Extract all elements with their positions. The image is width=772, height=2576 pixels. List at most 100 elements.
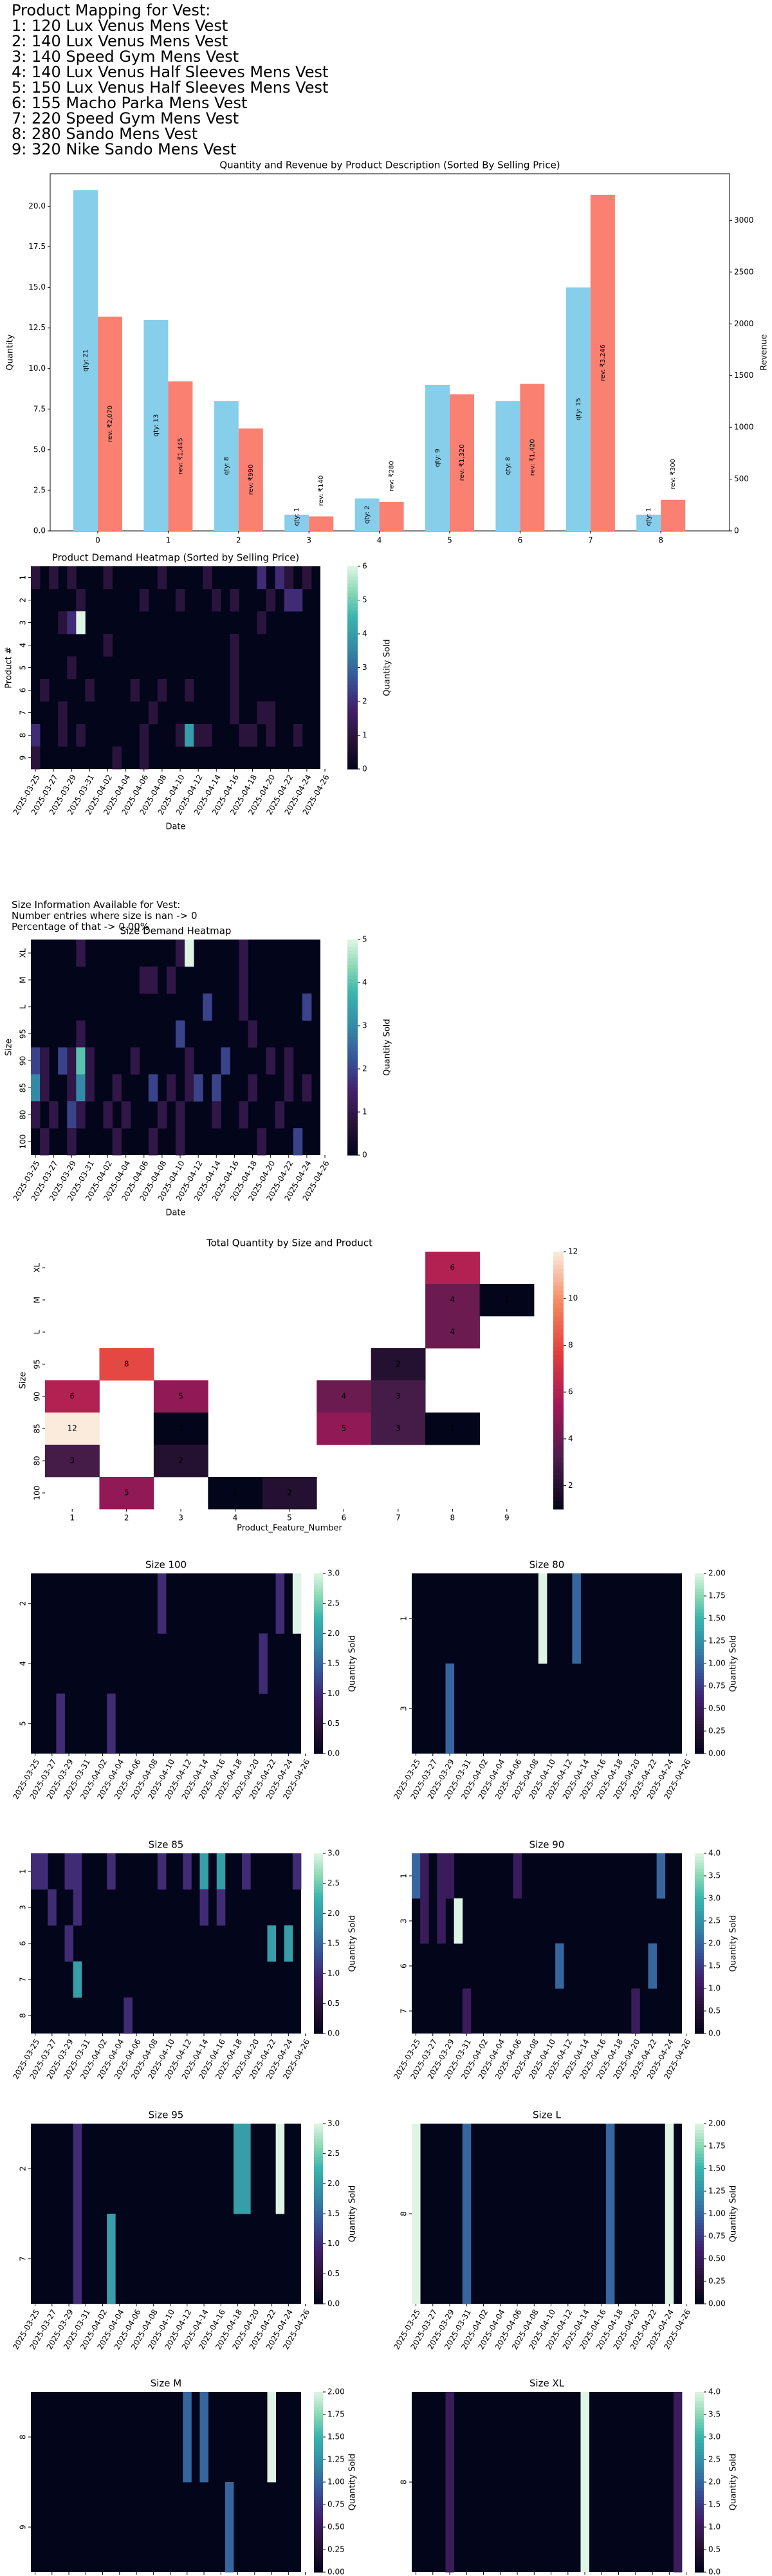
colorbar-segment: [314, 2124, 323, 2127]
colorbar-segment: [314, 2138, 323, 2142]
cell-value-label: 2: [287, 1488, 292, 1497]
colorbar-segment: [695, 2554, 704, 2558]
y-tick-label: M: [33, 1297, 42, 1303]
colorbar-segment: [314, 1895, 323, 1899]
colorbar-segment: [314, 1925, 323, 1929]
colorbar-segment: [314, 1709, 323, 1712]
heatmap-cell: [293, 589, 303, 612]
colorbar-segment: [347, 627, 358, 631]
colorbar-segment: [695, 2401, 704, 2405]
colorbar-segment: [695, 1883, 704, 1887]
colorbar-segment: [314, 1892, 323, 1896]
heatmap-cell: [259, 1633, 268, 1694]
colorbar-tick-label: 10: [568, 1293, 578, 1302]
colorbar: 2 4 6 8 10 12: [553, 1247, 578, 1510]
y-tick-label: XL: [19, 948, 28, 958]
heatmap-cell: [293, 1128, 303, 1156]
colorbar-segment: [695, 1862, 704, 1866]
colorbar-segment: [314, 1720, 323, 1724]
colorbar-segment: [347, 1047, 358, 1052]
colorbar-segment: [347, 954, 358, 958]
colorbar-segment: [314, 1651, 323, 1655]
colorbar-segment: [695, 1925, 704, 1929]
heatmap-cell: [555, 1943, 564, 1989]
colorbar-segment: [314, 2201, 323, 2205]
colorbar-segment: [347, 1097, 358, 1102]
heatmap-cell: [462, 2124, 472, 2304]
colorbar-segment: [314, 2198, 323, 2202]
colorbar-segment: [695, 2277, 704, 2281]
colorbar-segment: [695, 1895, 704, 1899]
colorbar-segment: [695, 2452, 704, 2456]
colorbar-segment: [347, 725, 358, 729]
colorbar-segment: [695, 2506, 704, 2510]
colorbar-segment: [695, 2533, 704, 2537]
y-tick-label: 15.0: [28, 283, 46, 292]
colorbar-segment: [314, 2286, 323, 2290]
heatmap-cell: [605, 2124, 615, 2304]
colorbar-segment: [314, 2144, 323, 2148]
colorbar-segment: [314, 1579, 323, 1583]
y-tick-label: 2.5: [33, 485, 46, 494]
colorbar-segment: [347, 765, 358, 770]
colorbar-segment: [314, 1666, 323, 1670]
x-axis-label: Product_Feature_Number: [237, 1524, 342, 1534]
colorbar-segment: [553, 1371, 564, 1376]
heatmap-cell: [284, 1925, 293, 1962]
heatmap-cell: [371, 1348, 426, 1381]
colorbar-segment: [314, 2229, 323, 2232]
colorbar-segment: [347, 972, 358, 976]
colorbar-segment: [347, 671, 358, 675]
colorbar-segment: [314, 2288, 323, 2292]
colorbar-segment: [695, 1732, 704, 1736]
colorbar-segment: [695, 2259, 704, 2263]
colorbar-segment: [695, 2165, 704, 2169]
heatmap-cell: [212, 589, 221, 612]
colorbar-segment: [347, 647, 358, 651]
colorbar-segment: [347, 698, 358, 702]
colorbar-segment: [695, 2482, 704, 2486]
heatmap-cell: [148, 1128, 158, 1156]
heatmap-cell: [58, 1047, 68, 1075]
colorbar-segment: [695, 2147, 704, 2151]
colorbar-segment: [314, 1901, 323, 1905]
colorbar-segment: [347, 1069, 358, 1073]
colorbar-segment: [695, 1738, 704, 1742]
colorbar-segment: [347, 745, 358, 750]
colorbar-segment: [347, 597, 358, 601]
colorbar-segment: [695, 1651, 704, 1655]
size-info: Size Information Available for Vest: Num…: [12, 900, 198, 932]
colorbar-segment: [314, 2259, 323, 2263]
heatmap-cell: [420, 1898, 429, 1944]
colorbar-segment: [314, 2135, 323, 2139]
colorbar-segment: [314, 2506, 323, 2510]
colorbar-segment: [347, 607, 358, 611]
heatmap-cell: [76, 1047, 86, 1075]
colorbar-segment: [314, 2178, 323, 2182]
colorbar-segment: [695, 2446, 704, 2450]
colorbar-segment: [347, 1000, 358, 1005]
colorbar-segment: [347, 1022, 358, 1026]
colorbar-segment: [347, 657, 358, 662]
colorbar-segment: [314, 1991, 323, 1995]
cell-value-label: 3: [396, 1424, 401, 1433]
colorbar-tick-label: 0.5: [327, 1999, 340, 2008]
colorbar-segment: [695, 1958, 704, 1962]
heatmap-cell: [45, 1380, 100, 1413]
heatmap-cell: [67, 611, 77, 635]
colorbar-segment: [695, 2497, 704, 2501]
colorbar-segment: [695, 1940, 704, 1944]
heatmap-cell: [76, 1074, 86, 1102]
colorbar-segment: [695, 2392, 704, 2396]
heatmap-cell: [199, 1889, 209, 1926]
heatmap-cell: [234, 2124, 243, 2214]
cell-value-label: 6: [69, 1392, 75, 1401]
colorbar-tick-label: 1.75: [708, 1591, 726, 1600]
colorbar-segment: [347, 762, 358, 766]
colorbar-tick-label: 1.25: [708, 2187, 726, 2196]
colorbar-segment: [695, 2156, 704, 2160]
y-tick-label: 0.0: [33, 526, 46, 535]
y-tick-label: 17.5: [28, 242, 46, 251]
colorbar-segment: [553, 1256, 564, 1261]
